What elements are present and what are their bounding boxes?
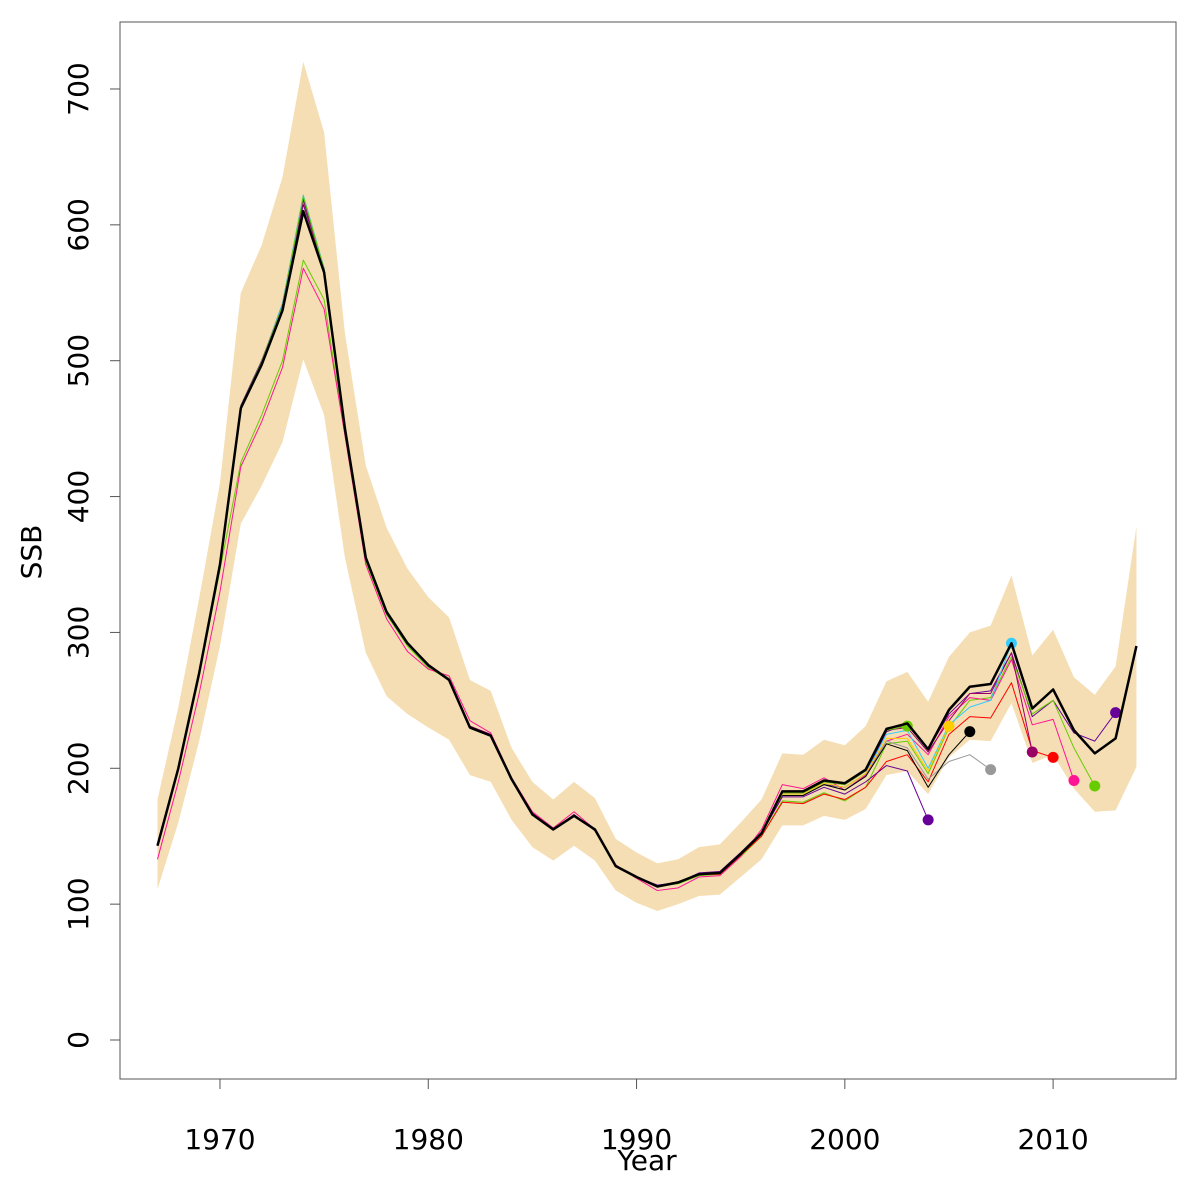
x-tick-label: 1980 bbox=[393, 1123, 464, 1156]
plot-frame bbox=[119, 21, 1177, 1080]
retro-endpoint bbox=[1089, 780, 1101, 792]
x-tick-label: 2010 bbox=[1017, 1123, 1088, 1156]
retro-endpoint bbox=[1047, 751, 1059, 763]
y-tick-label: 500 bbox=[62, 334, 95, 387]
retro-endpoint bbox=[922, 814, 934, 826]
y-tick-label: 200 bbox=[62, 742, 95, 795]
y-tick-label: 700 bbox=[62, 62, 95, 115]
y-tick-label: 100 bbox=[62, 877, 95, 930]
x-tick-label: 2000 bbox=[809, 1123, 880, 1156]
retro-endpoint bbox=[1026, 746, 1038, 758]
main-line bbox=[156, 210, 1138, 888]
y-axis-label: SSB bbox=[15, 525, 48, 580]
y-tick-label: 0 bbox=[62, 1031, 95, 1049]
y-tick-label: 400 bbox=[62, 470, 95, 523]
x-tick-label: 1990 bbox=[601, 1123, 672, 1156]
retro-endpoint bbox=[985, 764, 997, 776]
retro-endpoint bbox=[943, 720, 955, 732]
retro-endpoint bbox=[1110, 707, 1122, 719]
confidence-band bbox=[157, 61, 1137, 911]
x-tick-label: 1970 bbox=[184, 1123, 255, 1156]
y-tick-label: 300 bbox=[62, 606, 95, 659]
retro-endpoint bbox=[964, 726, 976, 738]
x-axis-label: Year bbox=[616, 1144, 677, 1177]
y-tick-label: 600 bbox=[62, 198, 95, 251]
retro-endpoint bbox=[1068, 775, 1080, 787]
